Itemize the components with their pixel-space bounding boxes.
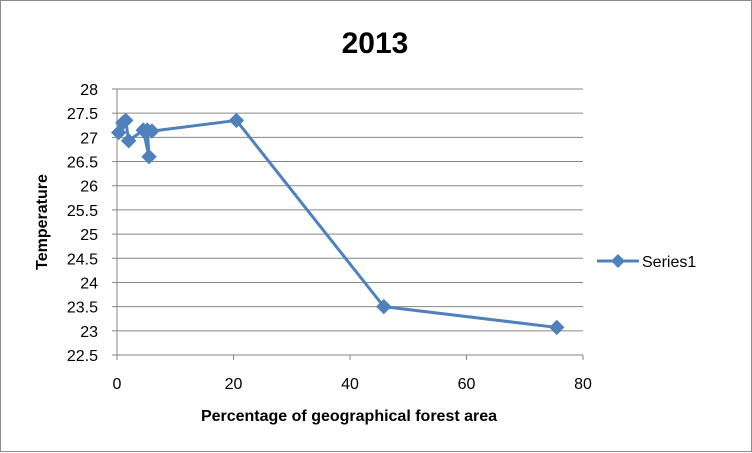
y-axis-label: Temperature: [34, 174, 51, 270]
series-1: [111, 112, 565, 336]
x-axis-label: Percentage of geographical forest area: [201, 408, 497, 425]
data-point-marker: [144, 123, 160, 139]
x-tick-label: 80: [574, 376, 592, 393]
x-tick-label: 60: [458, 376, 476, 393]
y-tick-label: 23.5: [67, 300, 98, 317]
chart-title: 2013: [342, 27, 409, 60]
x-tick-label: 20: [225, 376, 243, 393]
x-tick-label: 40: [341, 376, 359, 393]
y-tick-label: 23: [80, 324, 98, 341]
y-tick-labels: 22.5 23 23.5 24 24.5 25 25.5 26 26.5 27 27.5 28: [67, 82, 98, 365]
data-point-marker: [118, 112, 134, 129]
data-point-marker: [120, 133, 137, 149]
legend: Series1: [597, 254, 696, 271]
legend-marker-diamond: [611, 254, 625, 268]
y-tick-label: 25: [80, 227, 98, 244]
y-tick-label: 27.5: [67, 106, 98, 123]
legend-label-series1: Series1: [642, 254, 696, 271]
y-tick-label: 26: [80, 179, 98, 196]
y-tick-label: 26.5: [67, 155, 98, 172]
data-point-marker: [228, 112, 245, 129]
axes: [116, 89, 584, 360]
data-point-marker: [376, 298, 392, 315]
y-tick-label: 22.5: [67, 348, 98, 365]
data-point-marker: [549, 319, 565, 336]
gridlines: [112, 88, 583, 356]
y-tick-label: 24: [80, 275, 98, 292]
y-tick-label: 24.5: [67, 251, 98, 268]
y-tick-label: 25.5: [67, 203, 98, 220]
y-tick-label: 28: [80, 82, 98, 99]
x-tick-label: 0: [113, 376, 122, 393]
series-line: [117, 118, 557, 329]
y-tick-label: 27: [80, 130, 98, 147]
data-point-marker: [141, 149, 157, 165]
x-tick-labels: 0 20 40 60 80: [113, 376, 592, 393]
